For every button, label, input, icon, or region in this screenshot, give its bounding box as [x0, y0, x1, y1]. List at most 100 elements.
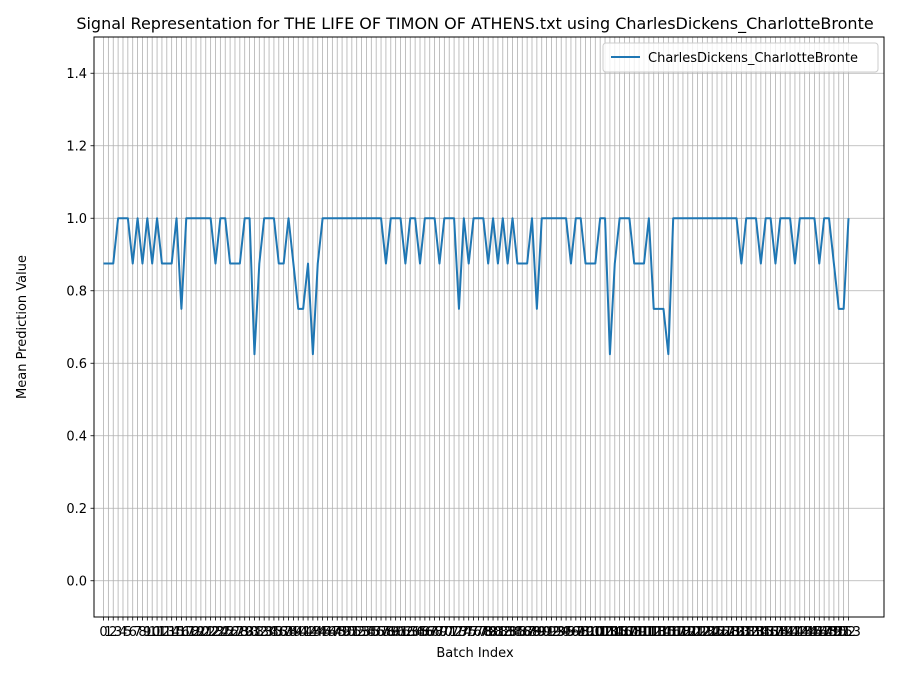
x-tick-label: 145 — [797, 625, 822, 640]
x-tick-label: 79 — [480, 625, 497, 640]
x-tick-label: 73 — [451, 625, 468, 640]
x-tick-label: 12 — [154, 625, 171, 640]
x-tick-label: 9 — [143, 625, 151, 640]
x-tick-label: 61 — [392, 625, 409, 640]
x-tick-label: 88 — [524, 625, 541, 640]
x-tick-label: 103 — [593, 625, 618, 640]
x-tick-label: 23 — [207, 625, 224, 640]
x-tick-label: 17 — [178, 625, 195, 640]
x-tick-label: 16 — [173, 625, 190, 640]
x-tick-label: 109 — [622, 625, 647, 640]
x-tick-label: 56 — [368, 625, 385, 640]
x-tick-label: 70 — [436, 625, 453, 640]
x-tick-label: 144 — [792, 625, 817, 640]
x-tick-label: 115 — [651, 625, 676, 640]
x-tick-label: 140 — [773, 625, 798, 640]
x-tick-label: 37 — [275, 625, 292, 640]
x-tick-label: 129 — [719, 625, 744, 640]
x-tick-label: 33 — [256, 625, 273, 640]
x-tick-label: 150 — [821, 625, 846, 640]
x-tick-label: 48 — [329, 625, 346, 640]
x-tick-label: 76 — [465, 625, 482, 640]
x-tick-label: 3 — [114, 625, 122, 640]
x-tick-label: 96 — [563, 625, 580, 640]
x-tick-label: 27 — [227, 625, 244, 640]
x-tick-label: 108 — [617, 625, 642, 640]
x-tick-label: 14 — [163, 625, 180, 640]
x-tick-label: 67 — [421, 625, 438, 640]
x-tick-label: 71 — [441, 625, 458, 640]
x-tick-label: 20 — [193, 625, 210, 640]
y-tick-label: 0.6 — [66, 357, 87, 372]
series-line — [103, 217, 850, 356]
x-tick-label: 94 — [553, 625, 570, 640]
x-tick-label: 120 — [675, 625, 700, 640]
x-tick-label: 58 — [378, 625, 395, 640]
x-tick-label: 92 — [543, 625, 560, 640]
x-tick-label: 53 — [353, 625, 370, 640]
x-tick-label: 64 — [407, 625, 424, 640]
x-tick-label: 75 — [460, 625, 477, 640]
x-tick-label: 152 — [831, 625, 856, 640]
x-tick-label: 72 — [446, 625, 463, 640]
x-tick-label: 119 — [671, 625, 696, 640]
x-tick-label: 86 — [514, 625, 531, 640]
x-tick-label: 63 — [402, 625, 419, 640]
x-tick-label: 29 — [236, 625, 253, 640]
y-tick-label: 0.0 — [66, 574, 87, 589]
x-tick-label: 57 — [373, 625, 390, 640]
x-tick-label: 107 — [612, 625, 637, 640]
y-tick-label: 1.4 — [66, 67, 87, 82]
x-tick-label: 148 — [812, 625, 837, 640]
x-tick-label: 121 — [680, 625, 705, 640]
x-tick-label: 112 — [636, 625, 661, 640]
x-tick-label: 104 — [597, 625, 622, 640]
x-tick-label: 62 — [397, 625, 414, 640]
x-tick-label: 46 — [319, 625, 336, 640]
x-tick-label: 68 — [426, 625, 443, 640]
x-tick-label: 42 — [300, 625, 317, 640]
x-tick-label: 28 — [232, 625, 249, 640]
x-tick-label: 49 — [334, 625, 351, 640]
x-tick-label: 43 — [305, 625, 322, 640]
y-tick-label: 1.2 — [66, 139, 87, 154]
x-tick-label: 142 — [783, 625, 808, 640]
x-tick-label: 34 — [261, 625, 278, 640]
x-tick-label: 122 — [685, 625, 710, 640]
x-tick-label: 36 — [271, 625, 288, 640]
x-tick-label: 151 — [826, 625, 851, 640]
x-tick-label: 0 — [99, 625, 107, 640]
y-tick-label: 0.8 — [66, 284, 87, 299]
x-tick-label: 5 — [124, 625, 132, 640]
x-tick-label: 55 — [363, 625, 380, 640]
x-tick-label: 81 — [490, 625, 507, 640]
x-tick-label: 139 — [768, 625, 793, 640]
x-tick-label: 11 — [149, 625, 166, 640]
x-tick-label: 74 — [456, 625, 473, 640]
x-tick-label: 7 — [133, 625, 141, 640]
x-tick-label: 128 — [714, 625, 739, 640]
x-tick-label: 131 — [729, 625, 754, 640]
x-tick-label: 134 — [744, 625, 769, 640]
x-tick-label: 132 — [734, 625, 759, 640]
x-tick-label: 147 — [807, 625, 832, 640]
y-tick-label: 1.0 — [66, 212, 87, 227]
series-layer — [103, 217, 850, 356]
x-tick-label: 44 — [309, 625, 326, 640]
x-tick-label: 130 — [724, 625, 749, 640]
x-tick-label: 59 — [383, 625, 400, 640]
x-tick-label: 4 — [119, 625, 127, 640]
x-tick-label: 85 — [509, 625, 526, 640]
x-tick-label: 123 — [690, 625, 715, 640]
x-tick-label: 146 — [802, 625, 827, 640]
x-tick-label: 2 — [109, 625, 117, 640]
x-tick-label: 91 — [538, 625, 555, 640]
x-tick-label: 41 — [295, 625, 312, 640]
x-tick-label: 133 — [739, 625, 764, 640]
plot-frame — [93, 36, 885, 618]
x-tick-label: 21 — [197, 625, 214, 640]
x-tick-label: 116 — [656, 625, 681, 640]
x-tick-label: 125 — [700, 625, 725, 640]
x-tick-label: 118 — [666, 625, 691, 640]
